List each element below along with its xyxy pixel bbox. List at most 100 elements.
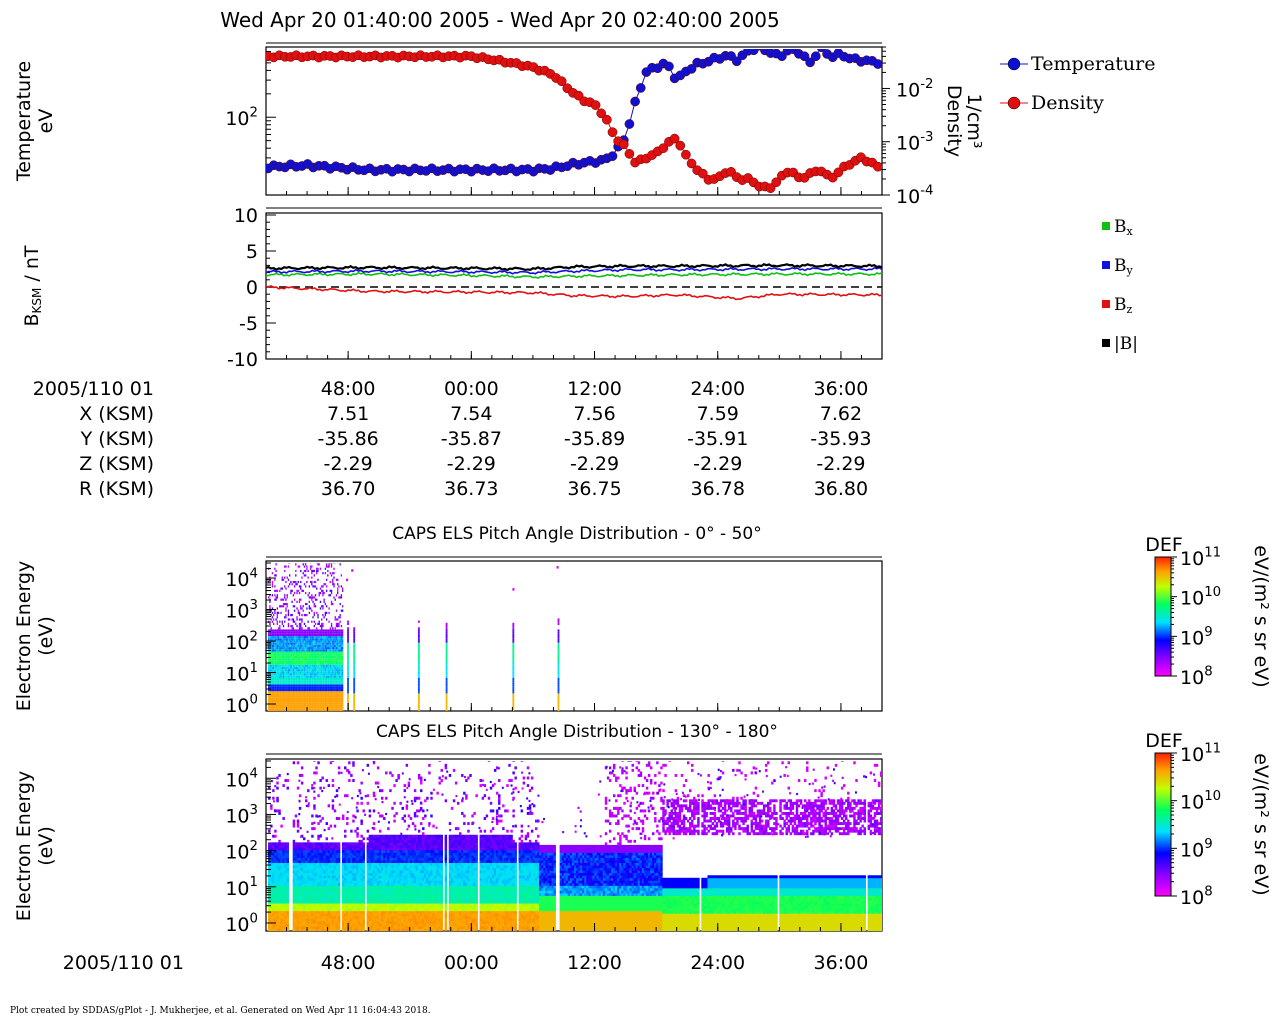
els-pad-0-50-cell bbox=[339, 616, 341, 619]
els-pad-0-50-cell bbox=[327, 680, 329, 683]
els-pad-0-50-cell bbox=[275, 598, 277, 601]
els-pad-0-50-cell bbox=[341, 706, 344, 709]
els-pad-130-180-cell bbox=[272, 855, 275, 858]
els-pad-130-180-cell bbox=[331, 890, 335, 894]
els-pad-130-180-cell bbox=[268, 877, 271, 881]
els-pad-130-180-cell bbox=[354, 910, 357, 914]
els-pad-130-180-cell bbox=[286, 890, 289, 894]
els-pad-0-50-cell bbox=[268, 651, 270, 654]
els-pad-130-180-cell bbox=[344, 925, 347, 929]
els-pad-0-50-cell bbox=[338, 585, 340, 588]
els-pad-130-180-cell bbox=[298, 928, 302, 931]
els-pad-0-50-cell bbox=[275, 631, 277, 634]
els-pad-130-180-cell bbox=[302, 842, 306, 846]
els-pad-130-180-cell bbox=[298, 806, 302, 810]
els-pad-0-50-cell bbox=[317, 655, 319, 659]
els-pad-130-180-cell bbox=[352, 779, 355, 782]
els-pad-0-50-cell bbox=[341, 688, 344, 692]
els-pad-130-180-cell bbox=[276, 885, 279, 889]
els-pad-0-50-cell bbox=[302, 631, 304, 634]
els-pad-0-50-cell bbox=[332, 644, 334, 648]
els-pad-0-50-burst-cell bbox=[347, 640, 349, 643]
els-pad-130-180-cell bbox=[337, 867, 341, 871]
els-pad-130-180-cell bbox=[341, 860, 345, 864]
els-pad-0-50-cell bbox=[284, 602, 286, 606]
els-pad-0-50-cell bbox=[277, 664, 280, 667]
els-pad-0-50-cell bbox=[290, 706, 292, 709]
els-pad-0-50-cell bbox=[274, 574, 276, 577]
els-pad-0-50-cell bbox=[333, 647, 335, 650]
els-pad-0-50-cell bbox=[317, 642, 319, 645]
els-pad-0-50-cell bbox=[281, 684, 283, 687]
els-pad-0-50-cell bbox=[272, 662, 275, 665]
els-pad-0-50-cell bbox=[288, 651, 291, 654]
els-pad-0-50-cell bbox=[327, 631, 329, 634]
els-pad-0-50-cell bbox=[339, 671, 341, 674]
els-pad-0-50-energy-tick-label: 101 bbox=[225, 661, 258, 686]
els-pad-0-50-cell bbox=[270, 627, 272, 630]
els-pad-130-180-cell bbox=[313, 781, 316, 785]
els-pad-0-50-cell bbox=[324, 647, 327, 650]
els-pad-130-180-cell bbox=[296, 842, 300, 846]
els-pad-0-50-cell bbox=[327, 660, 329, 663]
els-pad-130-180-cell bbox=[329, 844, 333, 848]
els-pad-0-50-energy-unit: (eV) bbox=[35, 616, 57, 656]
ephemeris-value: 36.78 bbox=[691, 478, 745, 500]
els-pad-0-50-cell bbox=[298, 565, 301, 568]
temperature-point bbox=[755, 49, 763, 51]
els-pad-0-50-cell bbox=[330, 669, 333, 672]
els-pad-0-50-cell bbox=[270, 655, 272, 659]
els-pad-130-180-cell bbox=[321, 849, 324, 853]
els-pad-0-50-cell bbox=[276, 640, 279, 643]
els-pad-0-50-cell bbox=[272, 682, 275, 685]
els-pad-0-50-cell bbox=[271, 673, 274, 676]
els-pad-0-50-cell bbox=[337, 671, 339, 674]
els-pad-0-50-cell bbox=[316, 682, 318, 685]
ephemeris-value: 7.62 bbox=[820, 403, 862, 425]
els-pad-0-50-cell bbox=[300, 636, 302, 639]
els-pad-0-50-cell bbox=[305, 666, 307, 670]
els-pad-0-50-cell bbox=[287, 578, 290, 581]
els-pad-130-180-cell bbox=[305, 905, 308, 909]
els-pad-130-180-cell bbox=[352, 880, 355, 884]
els-pad-0-50-cell bbox=[280, 702, 282, 705]
els-pad-130-180-cell bbox=[315, 849, 318, 853]
els-pad-0-50-cell bbox=[275, 589, 277, 592]
els-pad-0-50-burst-cell bbox=[353, 684, 356, 687]
els-pad-130-180-cell bbox=[270, 804, 273, 808]
els-pad-0-50-cell bbox=[308, 693, 311, 696]
els-pad-0-50-cell bbox=[301, 669, 303, 672]
els-pad-130-180-cell bbox=[292, 908, 296, 912]
els-pad-0-50-cell bbox=[303, 704, 306, 707]
els-pad-0-50-cell bbox=[274, 708, 276, 711]
els-pad-130-180-cell bbox=[344, 794, 347, 798]
els-pad-0-50-cell bbox=[332, 691, 334, 694]
els-pad-0-50-cell bbox=[290, 625, 292, 628]
els-pad-0-50-cell bbox=[321, 702, 323, 705]
els-pad-130-180-cell bbox=[331, 920, 335, 924]
els-pad-0-50-cell bbox=[291, 664, 293, 667]
els-pad-0-50-energy-label: Electron Energy bbox=[13, 561, 35, 712]
ephemeris-row-label: X (KSM) bbox=[79, 403, 154, 425]
els-pad-0-50-cell bbox=[287, 708, 290, 711]
els-pad-0-50-cell bbox=[323, 647, 325, 650]
els-pad-130-180-cell bbox=[354, 908, 357, 912]
els-pad-130-180-cell bbox=[296, 761, 300, 765]
els-pad-0-50-cell bbox=[330, 704, 333, 707]
els-pad-0-50-cell bbox=[308, 607, 311, 610]
els-pad-0-50-cell bbox=[281, 702, 283, 705]
els-pad-0-50-cell bbox=[317, 658, 319, 661]
els-pad-0-50-cell bbox=[335, 695, 338, 698]
els-pad-0-50-cell bbox=[285, 693, 287, 696]
els-pad-0-50-cell bbox=[285, 642, 287, 645]
els-pad-0-50-cell bbox=[319, 688, 322, 692]
els-pad-0-50-cell bbox=[277, 662, 280, 665]
els-pad-0-50-cell bbox=[297, 684, 299, 687]
els-pad-130-180-cell bbox=[296, 887, 300, 891]
els-pad-0-50-cell bbox=[314, 647, 317, 650]
els-pad-130-180-cell bbox=[274, 862, 277, 866]
els-pad-130-180-cell bbox=[307, 870, 310, 874]
els-pad-130-180-cell bbox=[344, 862, 347, 866]
els-pad-0-50-cell bbox=[275, 569, 277, 573]
els-pad-130-180-cell bbox=[282, 857, 285, 861]
